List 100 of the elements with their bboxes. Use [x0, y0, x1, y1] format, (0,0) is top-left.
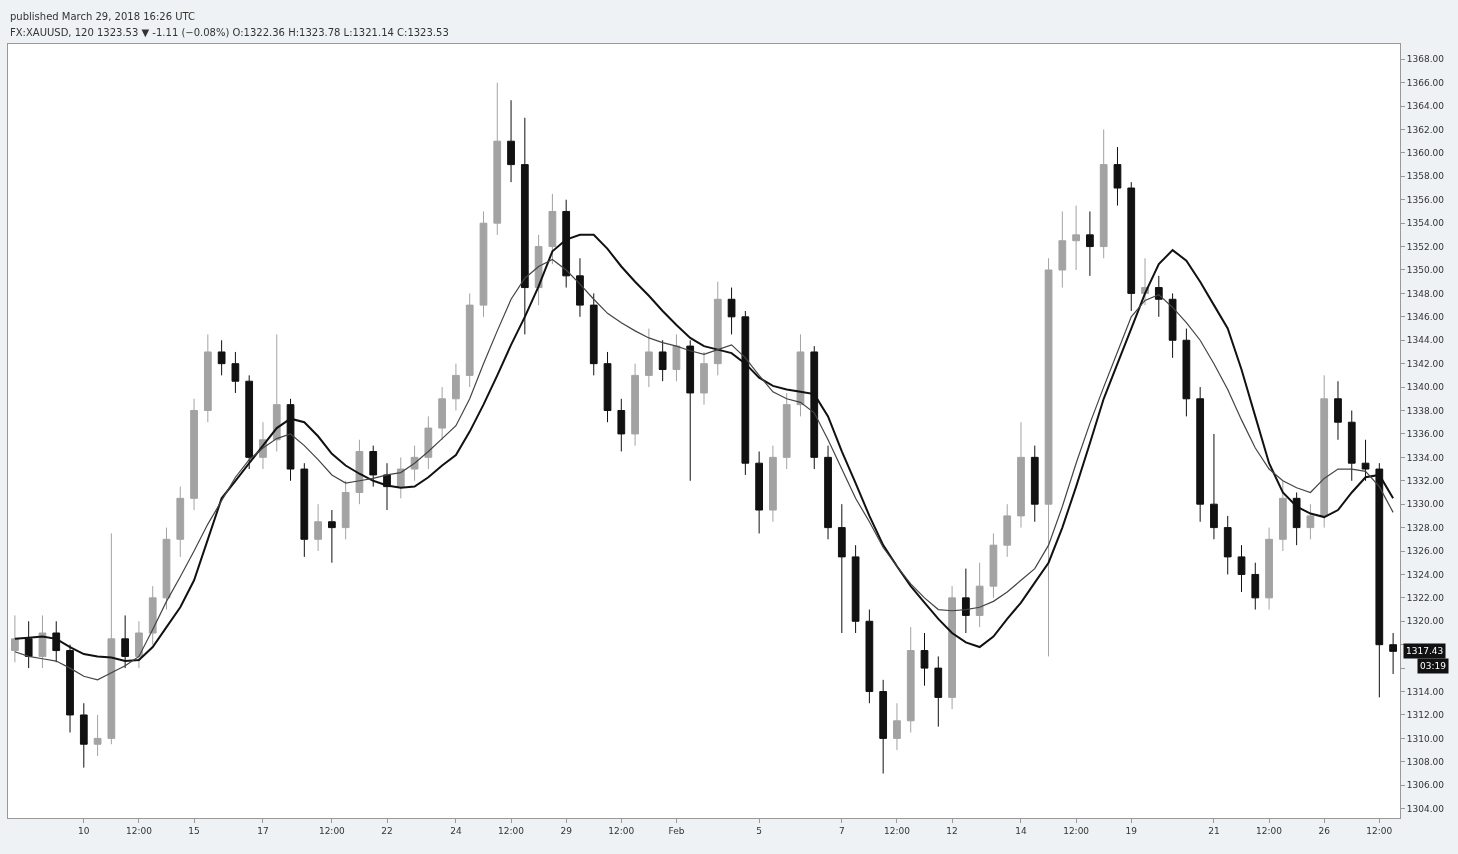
- candlestick: [452, 363, 460, 412]
- candlestick: [1196, 386, 1205, 523]
- candlestick: [727, 287, 736, 335]
- candlestick: [893, 702, 901, 751]
- candlestick: [1292, 491, 1301, 546]
- candlestick: [314, 503, 322, 552]
- x-tick-label: 12:00: [1256, 825, 1283, 836]
- candlestick: [1168, 292, 1177, 359]
- y-tick-label: 1368.00: [1406, 54, 1445, 65]
- candlestick: [245, 374, 254, 470]
- candlestick: [824, 445, 832, 540]
- y-tick-label: 1358.00: [1406, 171, 1445, 182]
- candlestick: [658, 339, 667, 382]
- candlestick: [1099, 128, 1108, 259]
- candlestick: [1044, 257, 1053, 657]
- candlestick: [1361, 439, 1370, 482]
- x-tick-label: 12:00: [498, 825, 525, 836]
- candlestick: [810, 345, 819, 470]
- candlestick: [1058, 210, 1067, 289]
- candlestick: [769, 445, 777, 523]
- x-tick-label: 5: [756, 825, 762, 836]
- y-tick-label: 1360.00: [1406, 148, 1445, 159]
- candlestick: [948, 585, 956, 710]
- candlestick: [11, 614, 19, 663]
- x-tick-label: 19: [1125, 825, 1138, 836]
- candlestick: [1017, 421, 1025, 529]
- candlestick: [410, 445, 419, 482]
- candlestick: [1003, 503, 1012, 558]
- x-tick-label: 17: [257, 825, 269, 836]
- candlestick: [1182, 328, 1191, 417]
- x-tick-label: 24: [450, 825, 462, 836]
- candlestick: [93, 714, 102, 757]
- candlestick: [1237, 544, 1246, 593]
- x-tick-label: 21: [1208, 825, 1220, 836]
- candlestick: [865, 609, 874, 704]
- y-tick-label: 1312.00: [1406, 710, 1445, 721]
- x-tick-label: 12: [946, 825, 958, 836]
- candlestick: [1210, 433, 1218, 540]
- x-tick-label: 12:00: [318, 825, 346, 836]
- y-tick-label: 1320.00: [1406, 616, 1445, 627]
- candlestick: [217, 339, 226, 376]
- candlestick: [162, 527, 171, 611]
- candlestick: [548, 193, 557, 265]
- x-tick-label: 14: [1015, 825, 1027, 836]
- candlestick: [989, 532, 998, 599]
- y-tick-label: 1334.00: [1406, 452, 1445, 463]
- candlestick: [465, 292, 474, 388]
- x-tick-label: 12:00: [125, 825, 153, 836]
- candlestick: [438, 386, 447, 441]
- y-tick-label: 1354.00: [1406, 218, 1445, 229]
- candlestick: [1278, 480, 1287, 552]
- chart-title: published March 29, 2018 16:26 UTC: [10, 11, 196, 22]
- y-tick-label: 1308.00: [1406, 756, 1445, 767]
- x-tick-label: 26: [1318, 825, 1331, 836]
- chart-subtitle: FX:XAUUSD, 120 1323.53 ▼ -1.11 (−0.08%) O:1322.36 H:1323.78 L:1321.14 C:1323.53: [10, 27, 449, 38]
- candlestick: [328, 509, 336, 564]
- candlestick: [1223, 515, 1232, 575]
- candlestick: [148, 585, 157, 646]
- y-tick-label: 1348.00: [1406, 288, 1445, 299]
- candlestick: [396, 456, 405, 499]
- x-tick-label: 7: [838, 825, 845, 836]
- candlestick: [755, 450, 764, 534]
- y-tick-label: 1338.00: [1406, 405, 1445, 416]
- x-tick-label: 22: [381, 825, 393, 836]
- candlestick: [906, 626, 915, 734]
- candlestick: [837, 503, 846, 634]
- y-tick-label: 1330.00: [1406, 499, 1445, 510]
- candlestick: [1320, 374, 1329, 529]
- candlestick: [1265, 527, 1273, 611]
- y-tick-label: 1356.00: [1406, 194, 1445, 205]
- candlestick: [79, 702, 88, 769]
- candlestick: [1030, 445, 1039, 523]
- candlestick: [879, 679, 888, 774]
- candlestick: [493, 82, 502, 236]
- candlestick: [713, 281, 722, 376]
- candlestick: [479, 210, 488, 318]
- candlestick: [1127, 181, 1136, 312]
- candlestick: [1389, 632, 1397, 675]
- y-tick-label: 1328.00: [1406, 522, 1445, 533]
- candlestick: [1347, 410, 1356, 482]
- x-tick-label: 15: [188, 825, 200, 836]
- y-tick-label: 1344.00: [1406, 335, 1445, 346]
- candlestick: [617, 398, 626, 452]
- candlestick: [700, 351, 708, 406]
- candlestick: [424, 415, 433, 470]
- candlestick: [176, 486, 185, 558]
- y-tick-label: 1304.00: [1406, 803, 1445, 814]
- y-tick-label: 1346.00: [1406, 311, 1445, 322]
- candlestick: [1306, 503, 1315, 540]
- y-tick-label: 1324.00: [1406, 569, 1445, 580]
- y-tick-label: 1340.00: [1406, 382, 1445, 393]
- candlestick: [272, 333, 281, 452]
- candlestick: [203, 333, 212, 423]
- candlestick: [920, 632, 929, 687]
- candlestick: [672, 333, 681, 382]
- y-tick-label: 1366.00: [1406, 77, 1445, 88]
- candlestick: [1251, 562, 1260, 611]
- x-tick-label: 10: [78, 825, 90, 836]
- candlestick: [1113, 146, 1122, 207]
- candlestick: [355, 439, 364, 505]
